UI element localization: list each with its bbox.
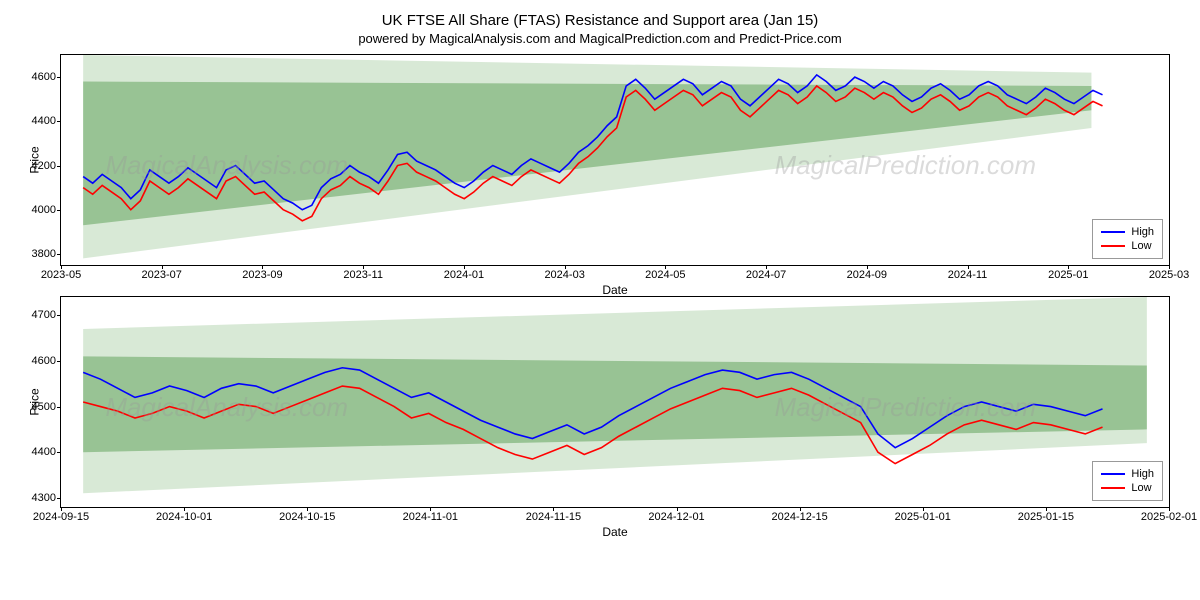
- y-tick-label: 4700: [21, 309, 56, 321]
- legend-swatch-low: [1101, 487, 1125, 489]
- x-tick-label: 2024-10-01: [156, 511, 212, 523]
- chart-subtitle: powered by MagicalAnalysis.com and Magic…: [10, 31, 1190, 46]
- x-tick-label: 2024-07: [746, 269, 786, 281]
- legend: High Low: [1092, 219, 1163, 259]
- top-chart: MagicalAnalysis.com MagicalPrediction.co…: [60, 54, 1170, 266]
- x-tick-label: 2023-07: [142, 269, 182, 281]
- x-tick-label: 2024-09: [847, 269, 887, 281]
- x-tick-label: 2024-09-15: [33, 511, 89, 523]
- chart-svg: [61, 297, 1169, 507]
- y-tick-label: 4600: [21, 355, 56, 367]
- x-tick-label: 2025-02-01: [1141, 511, 1197, 523]
- legend-item-high: High: [1101, 468, 1154, 480]
- x-tick-label: 2023-05: [41, 269, 81, 281]
- legend-swatch-high: [1101, 231, 1125, 233]
- legend-swatch-high: [1101, 473, 1125, 475]
- legend-item-low: Low: [1101, 240, 1154, 252]
- x-tick-label: 2024-10-15: [279, 511, 335, 523]
- x-axis-label: Date: [602, 283, 627, 297]
- chart-svg: [61, 55, 1169, 265]
- legend-item-low: Low: [1101, 482, 1154, 494]
- y-tick-label: 4600: [21, 71, 56, 83]
- x-tick-label: 2023-11: [343, 269, 383, 281]
- y-tick-label: 4400: [21, 115, 56, 127]
- legend-swatch-low: [1101, 245, 1125, 247]
- legend-label-high: High: [1131, 468, 1154, 480]
- x-tick-label: 2023-09: [242, 269, 282, 281]
- bottom-chart: MagicalAnalysis.com MagicalPrediction.co…: [60, 296, 1170, 508]
- x-tick-label: 2024-12-01: [648, 511, 704, 523]
- x-tick-label: 2024-11: [948, 269, 988, 281]
- x-tick-label: 2025-01-15: [1018, 511, 1074, 523]
- chart-title: UK FTSE All Share (FTAS) Resistance and …: [10, 12, 1190, 29]
- x-tick-label: 2024-11-01: [403, 511, 458, 523]
- chart-container: UK FTSE All Share (FTAS) Resistance and …: [10, 12, 1190, 508]
- x-tick-label: 2024-11-15: [526, 511, 581, 523]
- y-tick-label: 4500: [21, 401, 56, 413]
- x-tick-label: 2024-05: [645, 269, 685, 281]
- y-tick-label: 4300: [21, 492, 56, 504]
- x-axis-label: Date: [602, 525, 627, 539]
- legend-item-high: High: [1101, 226, 1154, 238]
- y-tick-label: 4400: [21, 446, 56, 458]
- x-tick-label: 2024-03: [544, 269, 584, 281]
- y-tick-label: 4200: [21, 160, 56, 172]
- x-tick-label: 2024-12-15: [772, 511, 828, 523]
- y-tick-label: 4000: [21, 204, 56, 216]
- x-tick-label: 2024-01: [444, 269, 484, 281]
- legend-label-high: High: [1131, 226, 1154, 238]
- legend: High Low: [1092, 461, 1163, 501]
- legend-label-low: Low: [1131, 482, 1151, 494]
- y-tick-label: 3800: [21, 248, 56, 260]
- x-tick-label: 2025-01-01: [895, 511, 951, 523]
- x-tick-label: 2025-03: [1149, 269, 1189, 281]
- x-tick-label: 2025-01: [1048, 269, 1088, 281]
- legend-label-low: Low: [1131, 240, 1151, 252]
